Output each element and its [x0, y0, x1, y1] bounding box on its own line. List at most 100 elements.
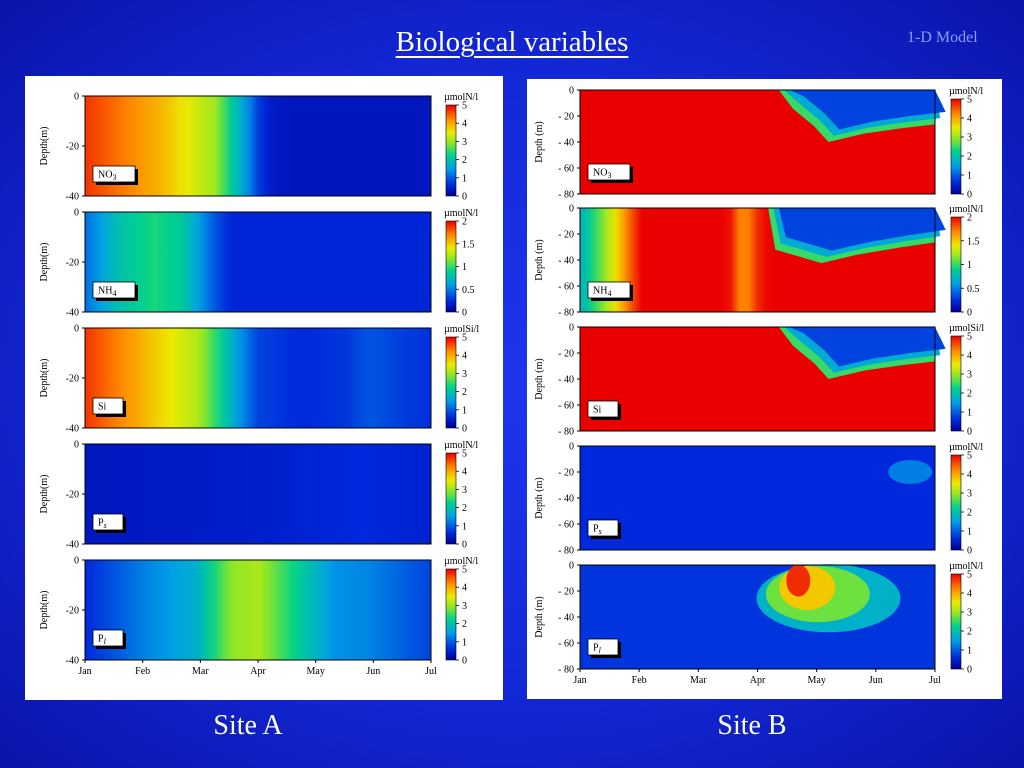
- heatmap-panel-nh4: 0 - 20 - 40 - 60 - 80 Depth (m) NH4 µmolN/l2 1.5…: [534, 204, 983, 319]
- x-tick-label: Feb: [135, 666, 150, 677]
- variable-label: Si: [98, 402, 107, 413]
- variable-label: Pl: [593, 643, 602, 656]
- colorbar-tick-label: 0: [967, 665, 972, 676]
- colorbar-tick-label: 0: [462, 308, 467, 319]
- colorbar-tick-label: 1: [462, 521, 467, 532]
- variable-label-box: [587, 519, 619, 537]
- variable-label-box: [587, 638, 619, 656]
- y-tick-label: 0: [74, 92, 79, 103]
- variable-label: NH4: [98, 286, 116, 299]
- colorbar: [950, 98, 962, 195]
- y-tick-label: -20: [66, 258, 79, 269]
- colorbar-tick-label: 3: [462, 601, 467, 612]
- x-tick-label: Feb: [632, 675, 647, 686]
- variable-label: Ps: [593, 524, 602, 537]
- colorbar-tick-label: 1.5: [462, 239, 475, 250]
- colorbar-tick-label: 2: [462, 217, 467, 228]
- y-axis-label: Depth(m): [39, 475, 50, 514]
- colorbar-unit: µmolN/l: [444, 92, 478, 103]
- colorbar-tick-label: 4: [462, 351, 467, 362]
- variable-label: NO3: [593, 168, 611, 181]
- variable-label: Pl: [98, 634, 107, 647]
- colorbar-tick-label: 4: [967, 351, 972, 362]
- colorbar-tick-label: 0.5: [462, 285, 475, 296]
- colorbar-tick-label: 0: [462, 192, 467, 203]
- y-tick-label: - 80: [558, 190, 574, 201]
- colorbar-tick-label: 5: [967, 332, 972, 343]
- colorbar-tick-label: 0.5: [967, 284, 980, 295]
- depleted-layer: [789, 327, 946, 367]
- colorbar-unit: µmolN/l: [949, 86, 983, 97]
- site-a-label: Site A: [213, 710, 283, 741]
- colorbar-tick-label: 1: [462, 262, 467, 273]
- variable-label-box: [92, 629, 124, 647]
- x-tick-label: Jan: [573, 675, 586, 686]
- colorbar-tick-label: 5: [462, 565, 467, 576]
- colorbar-tick-label: 3: [462, 369, 467, 380]
- site-b-label: Site B: [717, 710, 787, 741]
- colorbar-tick-label: 4: [967, 114, 972, 125]
- x-tick-label: Jun: [869, 675, 883, 686]
- y-tick-label: - 20: [558, 587, 574, 598]
- colorbar-tick-label: 3: [967, 370, 972, 381]
- colorbar-tick-label: 5: [462, 449, 467, 460]
- variable-label: Ps: [98, 518, 107, 531]
- y-tick-label: -40: [66, 192, 79, 203]
- y-tick-label: -20: [66, 374, 79, 385]
- colorbar-tick-label: 1: [967, 260, 972, 271]
- colorbar: [950, 216, 962, 313]
- colorbar-tick-label: 5: [967, 95, 972, 106]
- colorbar-unit: µmolSi/l: [444, 324, 479, 335]
- variable-label: NH4: [593, 286, 611, 299]
- colorbar-tick-label: 1: [967, 171, 972, 182]
- y-axis-label: Depth(m): [39, 243, 50, 282]
- colorbar-tick-label: 1: [967, 527, 972, 538]
- y-tick-label: 0: [74, 556, 79, 567]
- colorbar-tick-label: 0: [967, 190, 972, 201]
- y-tick-label: - 40: [558, 256, 574, 267]
- colorbar-tick-label: 4: [462, 467, 467, 478]
- y-tick-label: - 20: [558, 112, 574, 123]
- y-tick-label: 0: [569, 561, 574, 572]
- y-axis-label: Depth (m): [534, 239, 545, 280]
- colorbar-tick-label: 2: [967, 389, 972, 400]
- colorbar-tick-label: 5: [967, 451, 972, 462]
- heatmap-panel-pl: 0 -20 -40 Depth(m) Pl µmolN/l5 4 3 2 1 0: [39, 556, 478, 667]
- heatmap-field: [85, 444, 431, 544]
- variable-label-box: [92, 513, 124, 531]
- y-axis-label: Depth (m): [534, 121, 545, 162]
- colorbar-unit: µmolN/l: [949, 561, 983, 572]
- colorbar-tick-label: 2: [462, 619, 467, 630]
- y-tick-label: - 80: [558, 427, 574, 438]
- y-tick-label: - 60: [558, 282, 574, 293]
- colorbar: [950, 454, 962, 551]
- y-tick-label: - 60: [558, 164, 574, 175]
- site-a-chart: 0-20-40Depth(m)NO3µmolN/l5432100-20-40De…: [39, 92, 479, 678]
- colorbar-tick-label: 2: [462, 387, 467, 398]
- colorbar-tick-label: 0: [462, 424, 467, 435]
- colorbar-unit: µmolN/l: [444, 208, 478, 219]
- y-tick-label: -40: [66, 308, 79, 319]
- y-tick-label: -20: [66, 490, 79, 501]
- y-tick-label: - 20: [558, 349, 574, 360]
- y-axis-label: Depth(m): [39, 359, 50, 398]
- colorbar-tick-label: 3: [462, 485, 467, 496]
- heatmap-field: [85, 560, 431, 660]
- x-tick-label: Apr: [750, 675, 766, 686]
- y-tick-label: - 80: [558, 665, 574, 676]
- heatmap-panel-nh4: 0 -20 -40 Depth(m) NH4 µmolN/l2 1.5 1 0.5 0: [39, 208, 478, 319]
- y-tick-label: - 40: [558, 375, 574, 386]
- colorbar-unit: µmolN/l: [949, 204, 983, 215]
- heatmap-field: [85, 212, 431, 312]
- heatmap-panel-si: 0 - 20 - 40 - 60 - 80 Depth (m) Si µmolSi/l5 4 3 2…: [534, 323, 984, 438]
- colorbar-tick-label: 5: [967, 570, 972, 581]
- y-tick-label: -40: [66, 656, 79, 667]
- colorbar-tick-label: 2: [967, 213, 972, 224]
- y-tick-label: 0: [74, 440, 79, 451]
- colorbar-tick-label: 2: [967, 627, 972, 638]
- variable-label-box: [92, 281, 136, 299]
- colorbar-tick-label: 0: [462, 656, 467, 667]
- colorbar-tick-label: 1: [462, 637, 467, 648]
- y-tick-label: -40: [66, 424, 79, 435]
